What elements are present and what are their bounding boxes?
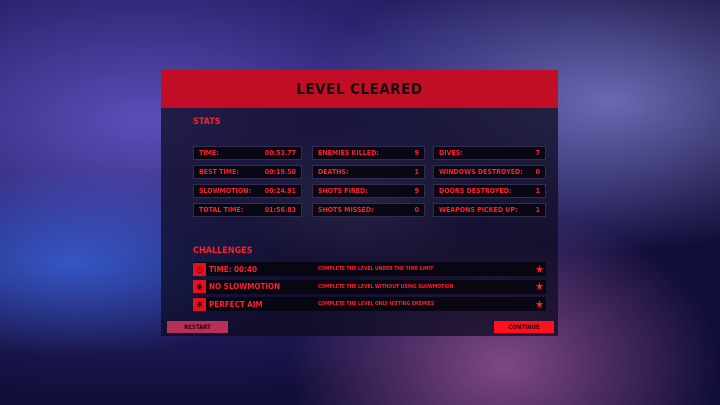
stat-row: DEATHS: 1: [312, 165, 425, 179]
challenges-heading: CHALLENGES: [193, 246, 253, 256]
stat-value: 0: [535, 168, 540, 176]
stat-row: BEST TIME: 00:19.50: [193, 165, 302, 179]
slowmotion-icon: ◉: [193, 280, 206, 293]
stat-row: DIVES: 7: [433, 146, 546, 160]
stat-row: ENEMIES KILLED: 9: [312, 146, 425, 160]
stat-value: 9: [414, 187, 419, 195]
stat-value: 7: [535, 149, 540, 157]
stat-label: DEATHS:: [318, 168, 349, 176]
challenge-name: TIME: 00:40: [209, 264, 257, 274]
page-title: LEVEL CLEARED: [161, 70, 558, 108]
stat-value: 9: [414, 149, 419, 157]
restart-button[interactable]: RESTART: [167, 321, 228, 333]
stat-row: DOORS DESTROYED: 1: [433, 184, 546, 198]
stat-value: 1: [535, 206, 540, 214]
stat-row: TIME: 00:53.77: [193, 146, 302, 160]
challenge-name: PERFECT AIM: [209, 299, 263, 309]
stat-row: SLOWMOTION: 00:24.91: [193, 184, 302, 198]
stat-value: 1: [414, 168, 419, 176]
stat-label: TOTAL TIME:: [199, 206, 244, 214]
crosshair-icon: ⊕: [193, 297, 206, 311]
stat-label: SLOWMOTION:: [199, 187, 252, 195]
stat-value: 00:19.50: [264, 168, 296, 176]
stat-label: DOORS DESTROYED:: [439, 187, 512, 195]
level-cleared-panel: LEVEL CLEARED STATS TIME: 00:53.77 BEST TI…: [161, 70, 558, 336]
stat-label: SHOTS MISSED:: [318, 206, 374, 214]
stat-label: WEAPONS PICKED UP:: [439, 206, 518, 214]
stat-label: BEST TIME:: [199, 168, 239, 176]
star-icon: ★: [535, 297, 544, 311]
star-icon: ★: [535, 262, 544, 276]
stat-label: WINDOWS DESTROYED:: [439, 168, 523, 176]
stat-label: DIVES:: [439, 149, 463, 157]
challenge-row: ◷ TIME: 00:40 COMPLETE THE LEVEL UNDER THE…: [193, 262, 546, 276]
stat-value: 00:24.91: [264, 187, 296, 195]
star-icon: ★: [535, 280, 544, 293]
challenge-name: NO SLOWMOTION: [209, 282, 281, 291]
stat-row: TOTAL TIME: 01:56.83: [193, 203, 302, 217]
stat-value: 0: [414, 206, 419, 214]
stat-row: WINDOWS DESTROYED: 0: [433, 165, 546, 179]
stat-value: 00:53.77: [264, 149, 296, 157]
stat-value: 01:56.83: [264, 206, 296, 214]
stat-row: SHOTS FIRED: 9: [312, 184, 425, 198]
stopwatch-icon: ◷: [193, 262, 206, 276]
stat-row: WEAPONS PICKED UP: 1: [433, 203, 546, 217]
stat-value: 1: [535, 187, 540, 195]
continue-button[interactable]: CONTINUE: [494, 321, 554, 333]
stat-row: SHOTS MISSED: 0: [312, 203, 425, 217]
stat-label: ENEMIES KILLED:: [318, 149, 379, 157]
challenge-description: COMPLETE THE LEVEL UNDER THE TIME LIMIT: [318, 266, 434, 272]
stat-label: SHOTS FIRED:: [318, 187, 368, 195]
challenge-row: ◉ NO SLOWMOTION COMPLETE THE LEVEL WITHOUT…: [193, 279, 546, 294]
challenge-description: COMPLETE THE LEVEL ONLY HITTING ENEMIES: [318, 301, 435, 307]
stats-heading: STATS: [193, 117, 221, 127]
stat-label: TIME:: [199, 149, 219, 157]
challenge-description: COMPLETE THE LEVEL WITHOUT USING SLOWMOT…: [318, 283, 454, 290]
challenge-row: ⊕ PERFECT AIM COMPLETE THE LEVEL ONLY HITT…: [193, 297, 546, 311]
